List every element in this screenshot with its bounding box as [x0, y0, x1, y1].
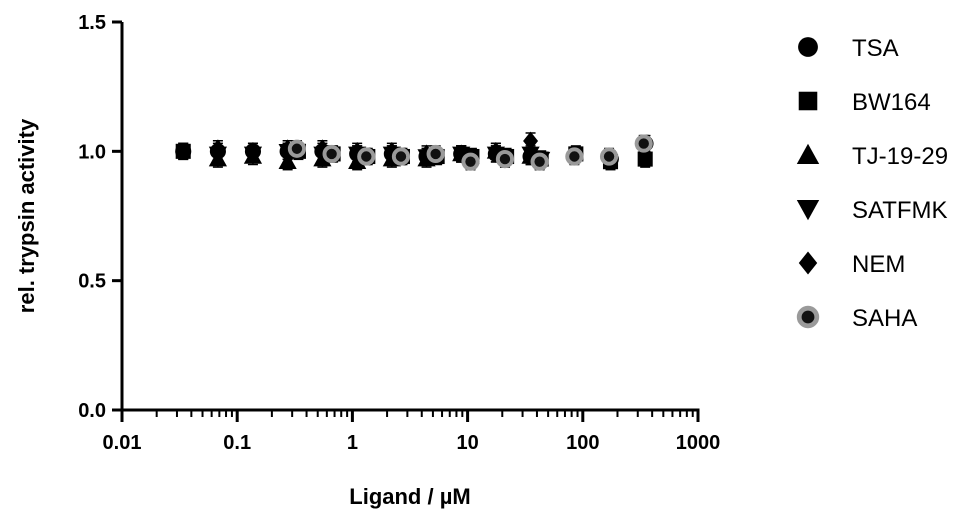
- legend-label: TJ-19-29: [852, 143, 948, 170]
- data-point: [287, 139, 307, 158]
- x-ticks: 0.01 0.1 1 10 100 1000: [103, 410, 721, 454]
- x-tick-label: 100: [566, 432, 599, 454]
- x-tick-label: 1: [347, 432, 358, 454]
- y-tick-label: 0.5: [78, 271, 106, 293]
- legend-marker: [798, 251, 818, 275]
- data-point: [245, 141, 261, 161]
- legend-item: NEM: [798, 251, 905, 278]
- data-point: [384, 141, 400, 161]
- legend-marker: [796, 305, 820, 329]
- legend-label: BW164: [852, 89, 931, 116]
- y-tick-label: 1.0: [78, 141, 106, 163]
- y-axis-title: rel. trypsin activity: [14, 118, 39, 313]
- legend-item: TSA: [798, 35, 899, 62]
- data-point: [419, 144, 435, 164]
- x-tick-label: 0.01: [103, 432, 142, 454]
- plot-area: 0.0 0.5 1.0 1.5 0.01 0.1 1 10 100 1000: [78, 12, 720, 454]
- data-marks: [175, 131, 654, 171]
- data-point: [391, 147, 411, 166]
- legend-label: SAHA: [852, 305, 917, 332]
- y-tick-label: 1.5: [78, 12, 106, 34]
- legend: TSA BW164 TJ-19-29 SATFMK NEM SAHA: [796, 35, 948, 332]
- legend-item: SAHA: [796, 305, 917, 332]
- legend-marker: [796, 143, 820, 164]
- data-point: [175, 143, 191, 159]
- y-tick-label: 0.0: [78, 400, 106, 422]
- data-point: [426, 144, 445, 164]
- data-point: [357, 147, 376, 166]
- data-point: [530, 152, 549, 171]
- data-point: [461, 152, 480, 171]
- data-point: [488, 141, 504, 161]
- legend-marker: [798, 91, 818, 111]
- legend-marker: [798, 37, 818, 57]
- data-point: [322, 144, 341, 164]
- data-point: [637, 151, 653, 167]
- data-point: [349, 141, 365, 161]
- y-ticks: 0.0 0.5 1.0 1.5: [78, 12, 122, 422]
- data-point: [599, 147, 619, 166]
- data-point: [521, 146, 540, 164]
- legend-marker: [796, 200, 820, 221]
- x-tick-label: 0.1: [223, 432, 251, 454]
- data-point: [523, 131, 539, 151]
- x-tick-label: 10: [456, 432, 478, 454]
- data-point: [495, 149, 515, 169]
- legend-item: BW164: [798, 89, 931, 116]
- data-point: [278, 152, 297, 169]
- data-point: [565, 147, 584, 166]
- data-point: [210, 139, 226, 159]
- data-point: [453, 144, 469, 164]
- data-point: [634, 134, 653, 153]
- series-saha: [287, 134, 653, 171]
- x-tick-label: 1000: [676, 432, 721, 454]
- x-axis-title: Ligand / µM: [349, 484, 470, 509]
- legend-item: TJ-19-29: [796, 143, 948, 170]
- legend-item: SATFMK: [796, 197, 948, 224]
- legend-label: TSA: [852, 35, 899, 62]
- legend-label: NEM: [852, 251, 905, 278]
- legend-label: SATFMK: [852, 197, 948, 224]
